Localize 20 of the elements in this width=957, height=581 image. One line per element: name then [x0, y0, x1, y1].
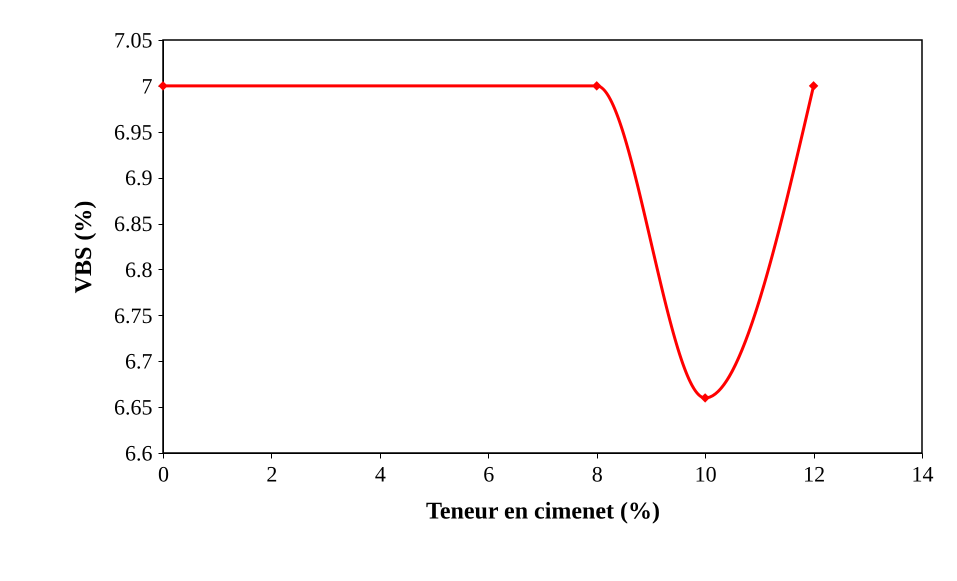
x-axis-title: Teneur en cimenet (%) [426, 498, 660, 524]
x-tick-label: 12 [803, 462, 826, 486]
y-tick-label: 6.9 [125, 165, 152, 190]
x-tick-label: 0 [158, 462, 169, 486]
y-tick-label: 6.75 [114, 302, 152, 328]
y-tick-label: 6.6 [125, 440, 152, 466]
x-tick-label: 6 [483, 462, 494, 486]
y-tick-label: 6.65 [114, 394, 152, 420]
x-tick-label: 8 [592, 462, 603, 486]
x-tick-label: 4 [374, 462, 386, 486]
y-tick-label: 6.7 [125, 348, 152, 374]
x-tick-label: 10 [694, 462, 717, 486]
y-tick-label: 6.85 [114, 211, 152, 236]
y-tick-label: 6.8 [125, 256, 152, 282]
y-tick-label: 7.05 [114, 28, 152, 52]
y-axis-title: VBS (%) [71, 200, 97, 294]
x-tick-label: 14 [912, 462, 934, 486]
x-tick-label: 2 [266, 462, 278, 486]
y-tick-label: 7 [142, 73, 152, 98]
y-tick-label: 6.95 [114, 119, 152, 144]
